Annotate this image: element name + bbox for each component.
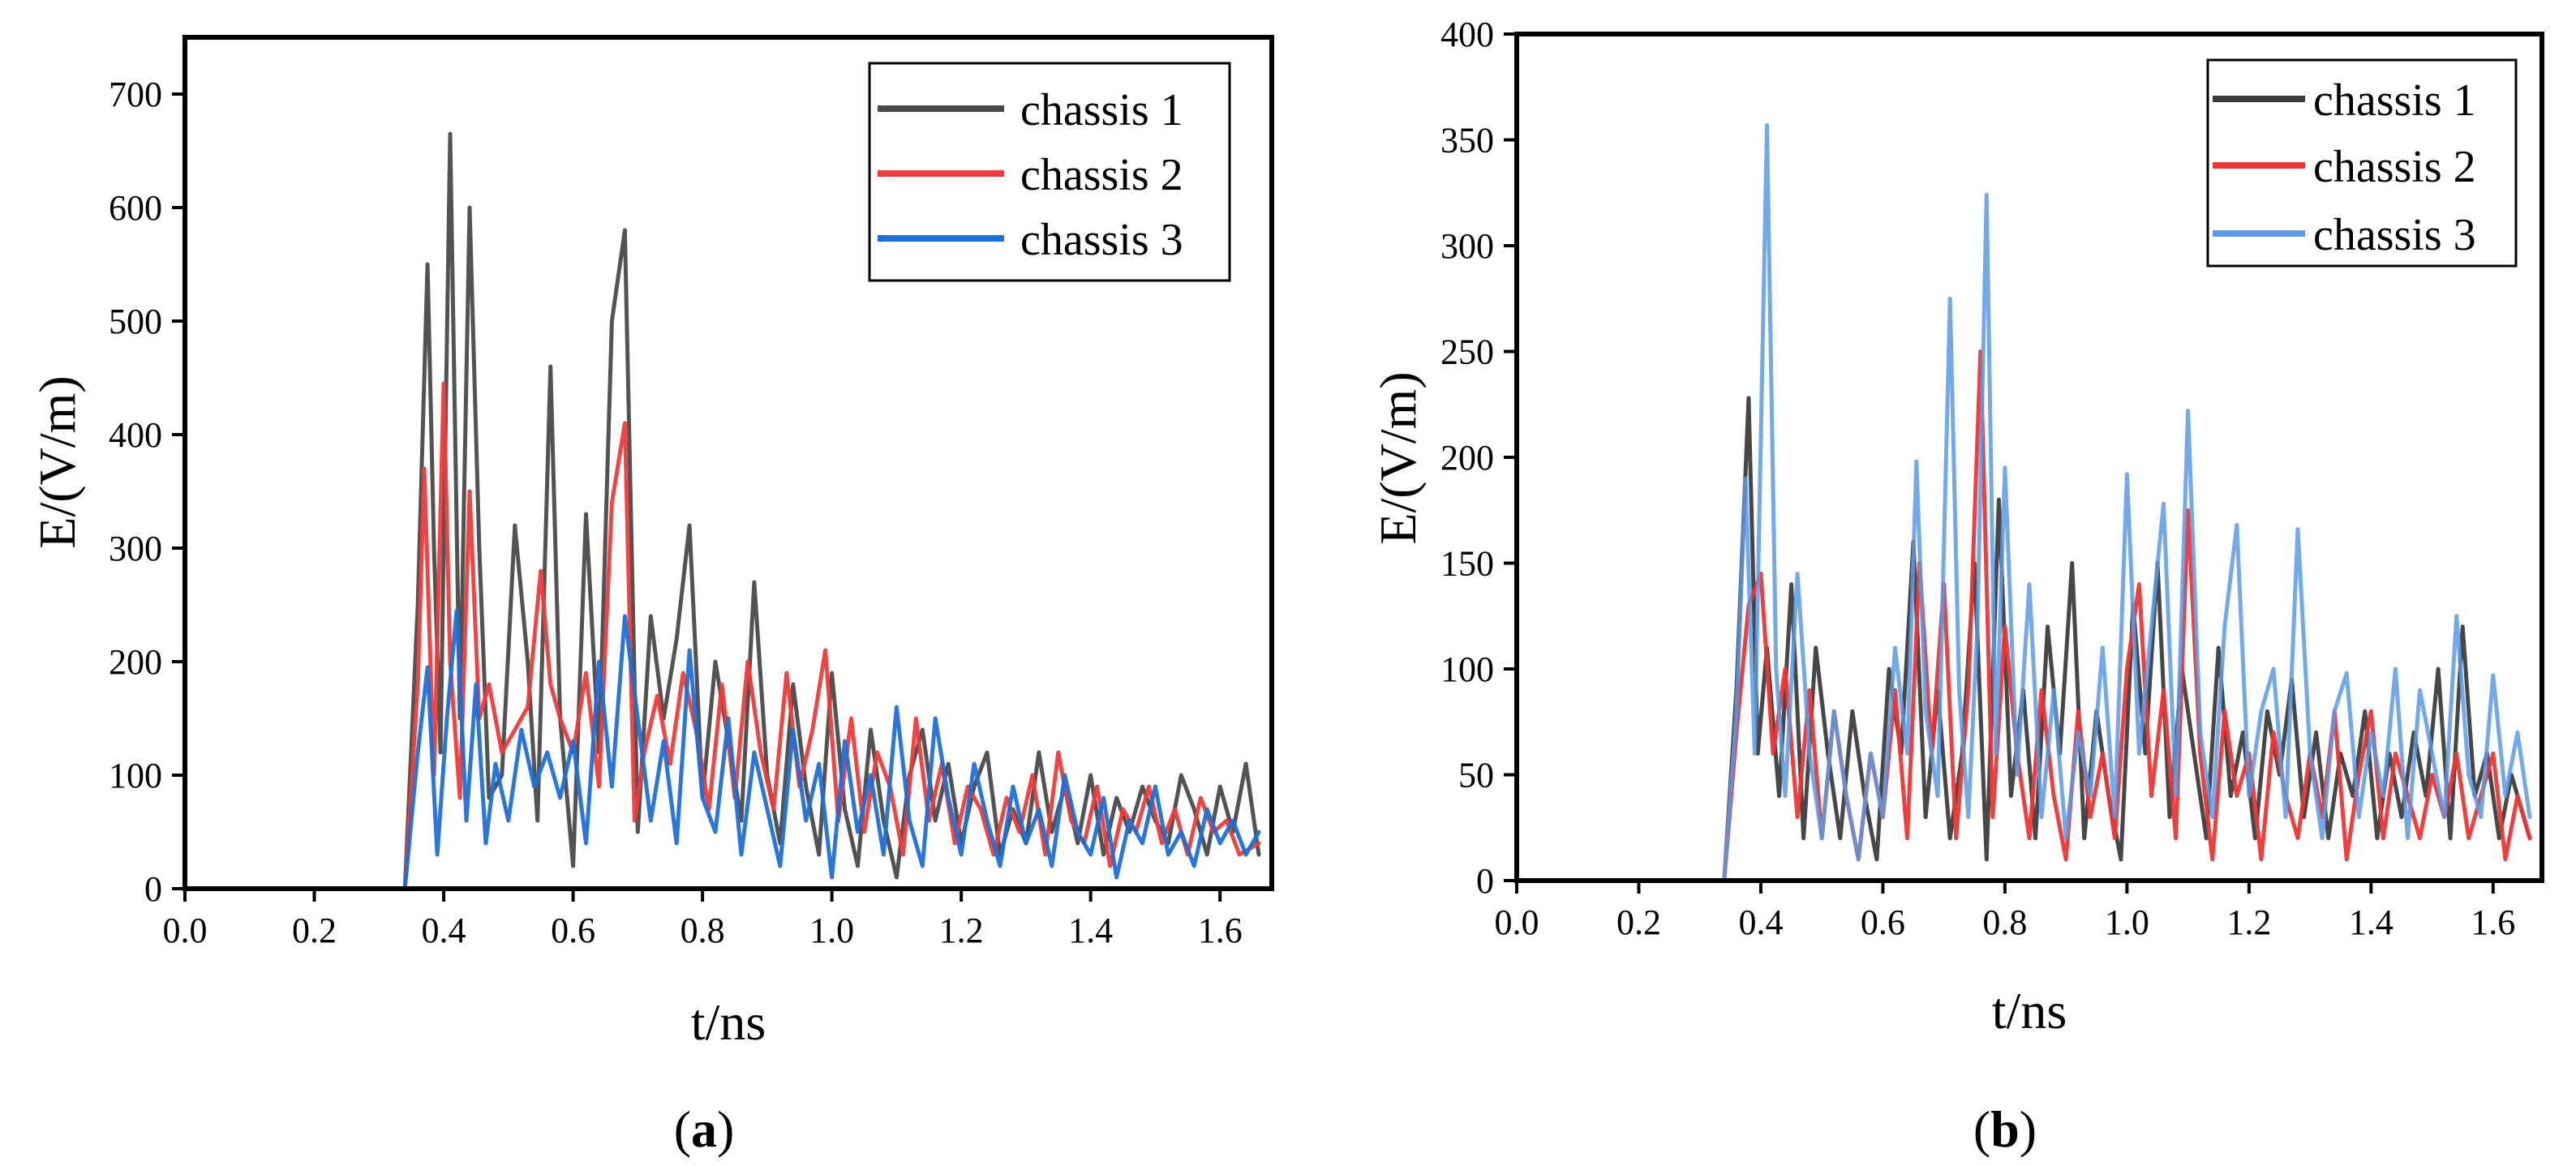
y-tick-label: 400	[109, 415, 162, 455]
y-tick-label: 50	[1458, 756, 1494, 795]
panel-label-close: )	[717, 1100, 734, 1158]
x-tick-label: 0.2	[292, 911, 337, 950]
y-tick-label: 0	[144, 869, 162, 909]
x-tick-label: 0.2	[1616, 902, 1661, 942]
chart-panel-b: 0.0 0.2 0.4 0.6 0.8 1.0 1.2 1.4 1.6 0 50 100 150 200 2…	[1369, 15, 2544, 1158]
panel-label-letter: b	[1990, 1100, 2020, 1158]
x-tick-label: 1.4	[2349, 902, 2394, 942]
y-tick-label: 700	[109, 75, 162, 114]
x-tick-label: 0.6	[551, 911, 595, 950]
y-tick-label: 250	[1440, 332, 1494, 372]
series-line-chassis-2	[1517, 349, 2532, 881]
x-tick-label: 1.0	[2105, 902, 2149, 942]
x-tick-label: 1.2	[2226, 902, 2271, 942]
y-tick-label: 0	[1476, 861, 1494, 901]
plot-frame	[182, 35, 1274, 891]
y-tick-label: 400	[1440, 15, 1494, 54]
y-tick-label: 200	[109, 642, 162, 682]
x-axis-title: t/ns	[691, 993, 766, 1051]
legend-label: chassis 2	[1020, 150, 1183, 200]
y-tick-label: 100	[109, 756, 162, 795]
x-tick-label: 0.8	[680, 911, 725, 950]
legend-label: chassis 3	[2313, 210, 2476, 260]
x-tick-label: 1.0	[809, 911, 854, 950]
x-tick-label: 0.6	[1861, 902, 1905, 942]
legend-label: chassis 2	[2313, 142, 2476, 192]
legend: chassis 1 chassis 2 chassis 3	[2206, 58, 2518, 268]
y-tick-label: 300	[109, 529, 162, 568]
legend-label: chassis 3	[1020, 215, 1183, 265]
series-group	[185, 131, 1261, 889]
x-tick-label: 0.0	[1495, 902, 1539, 942]
legend-label: chassis 1	[1020, 85, 1183, 135]
series-group	[1517, 122, 2532, 881]
y-axis-title: E/(V/m)	[28, 375, 86, 548]
x-tick-label: 1.6	[1198, 911, 1243, 950]
y-axis-title: E/(V/m)	[1369, 371, 1427, 544]
series-line-chassis-3	[1517, 122, 2532, 881]
legend: chassis 1 chassis 2 chassis 3	[868, 62, 1231, 282]
x-tick-label: 0.8	[1982, 902, 2027, 942]
x-axis-title: t/ns	[1992, 982, 2067, 1040]
y-tick-label: 500	[109, 302, 162, 341]
panel-label-open: (	[674, 1100, 691, 1158]
chart-panel-a: 0.0 0.2 0.4 0.6 0.8 1.0 1.2 1.4 1.6 0 100 200 300 400…	[28, 35, 1274, 1158]
x-tick-label: 0.4	[422, 911, 466, 950]
x-tick-label: 1.4	[1068, 911, 1113, 950]
x-tick-label: 0.0	[163, 911, 208, 950]
panel-label-open: (	[1973, 1100, 1990, 1158]
y-tick-label: 300	[1440, 226, 1494, 266]
panel-label-close: )	[2020, 1100, 2037, 1158]
series-line-chassis-3	[185, 608, 1261, 889]
legend-label: chassis 1	[2313, 75, 2476, 126]
y-tick-label: 350	[1440, 121, 1494, 161]
y-tick-label: 600	[109, 188, 162, 228]
y-tick-label: 100	[1440, 649, 1494, 689]
y-tick-label: 200	[1440, 438, 1494, 478]
panel-label-letter: a	[691, 1100, 717, 1158]
y-tick-label: 150	[1440, 544, 1494, 584]
x-tick-label: 1.6	[2471, 902, 2515, 942]
panel-label: (b)	[1973, 1100, 2037, 1158]
x-tick-label: 1.2	[939, 911, 984, 950]
panel-label: (a)	[674, 1100, 735, 1158]
x-tick-label: 0.4	[1738, 902, 1783, 942]
